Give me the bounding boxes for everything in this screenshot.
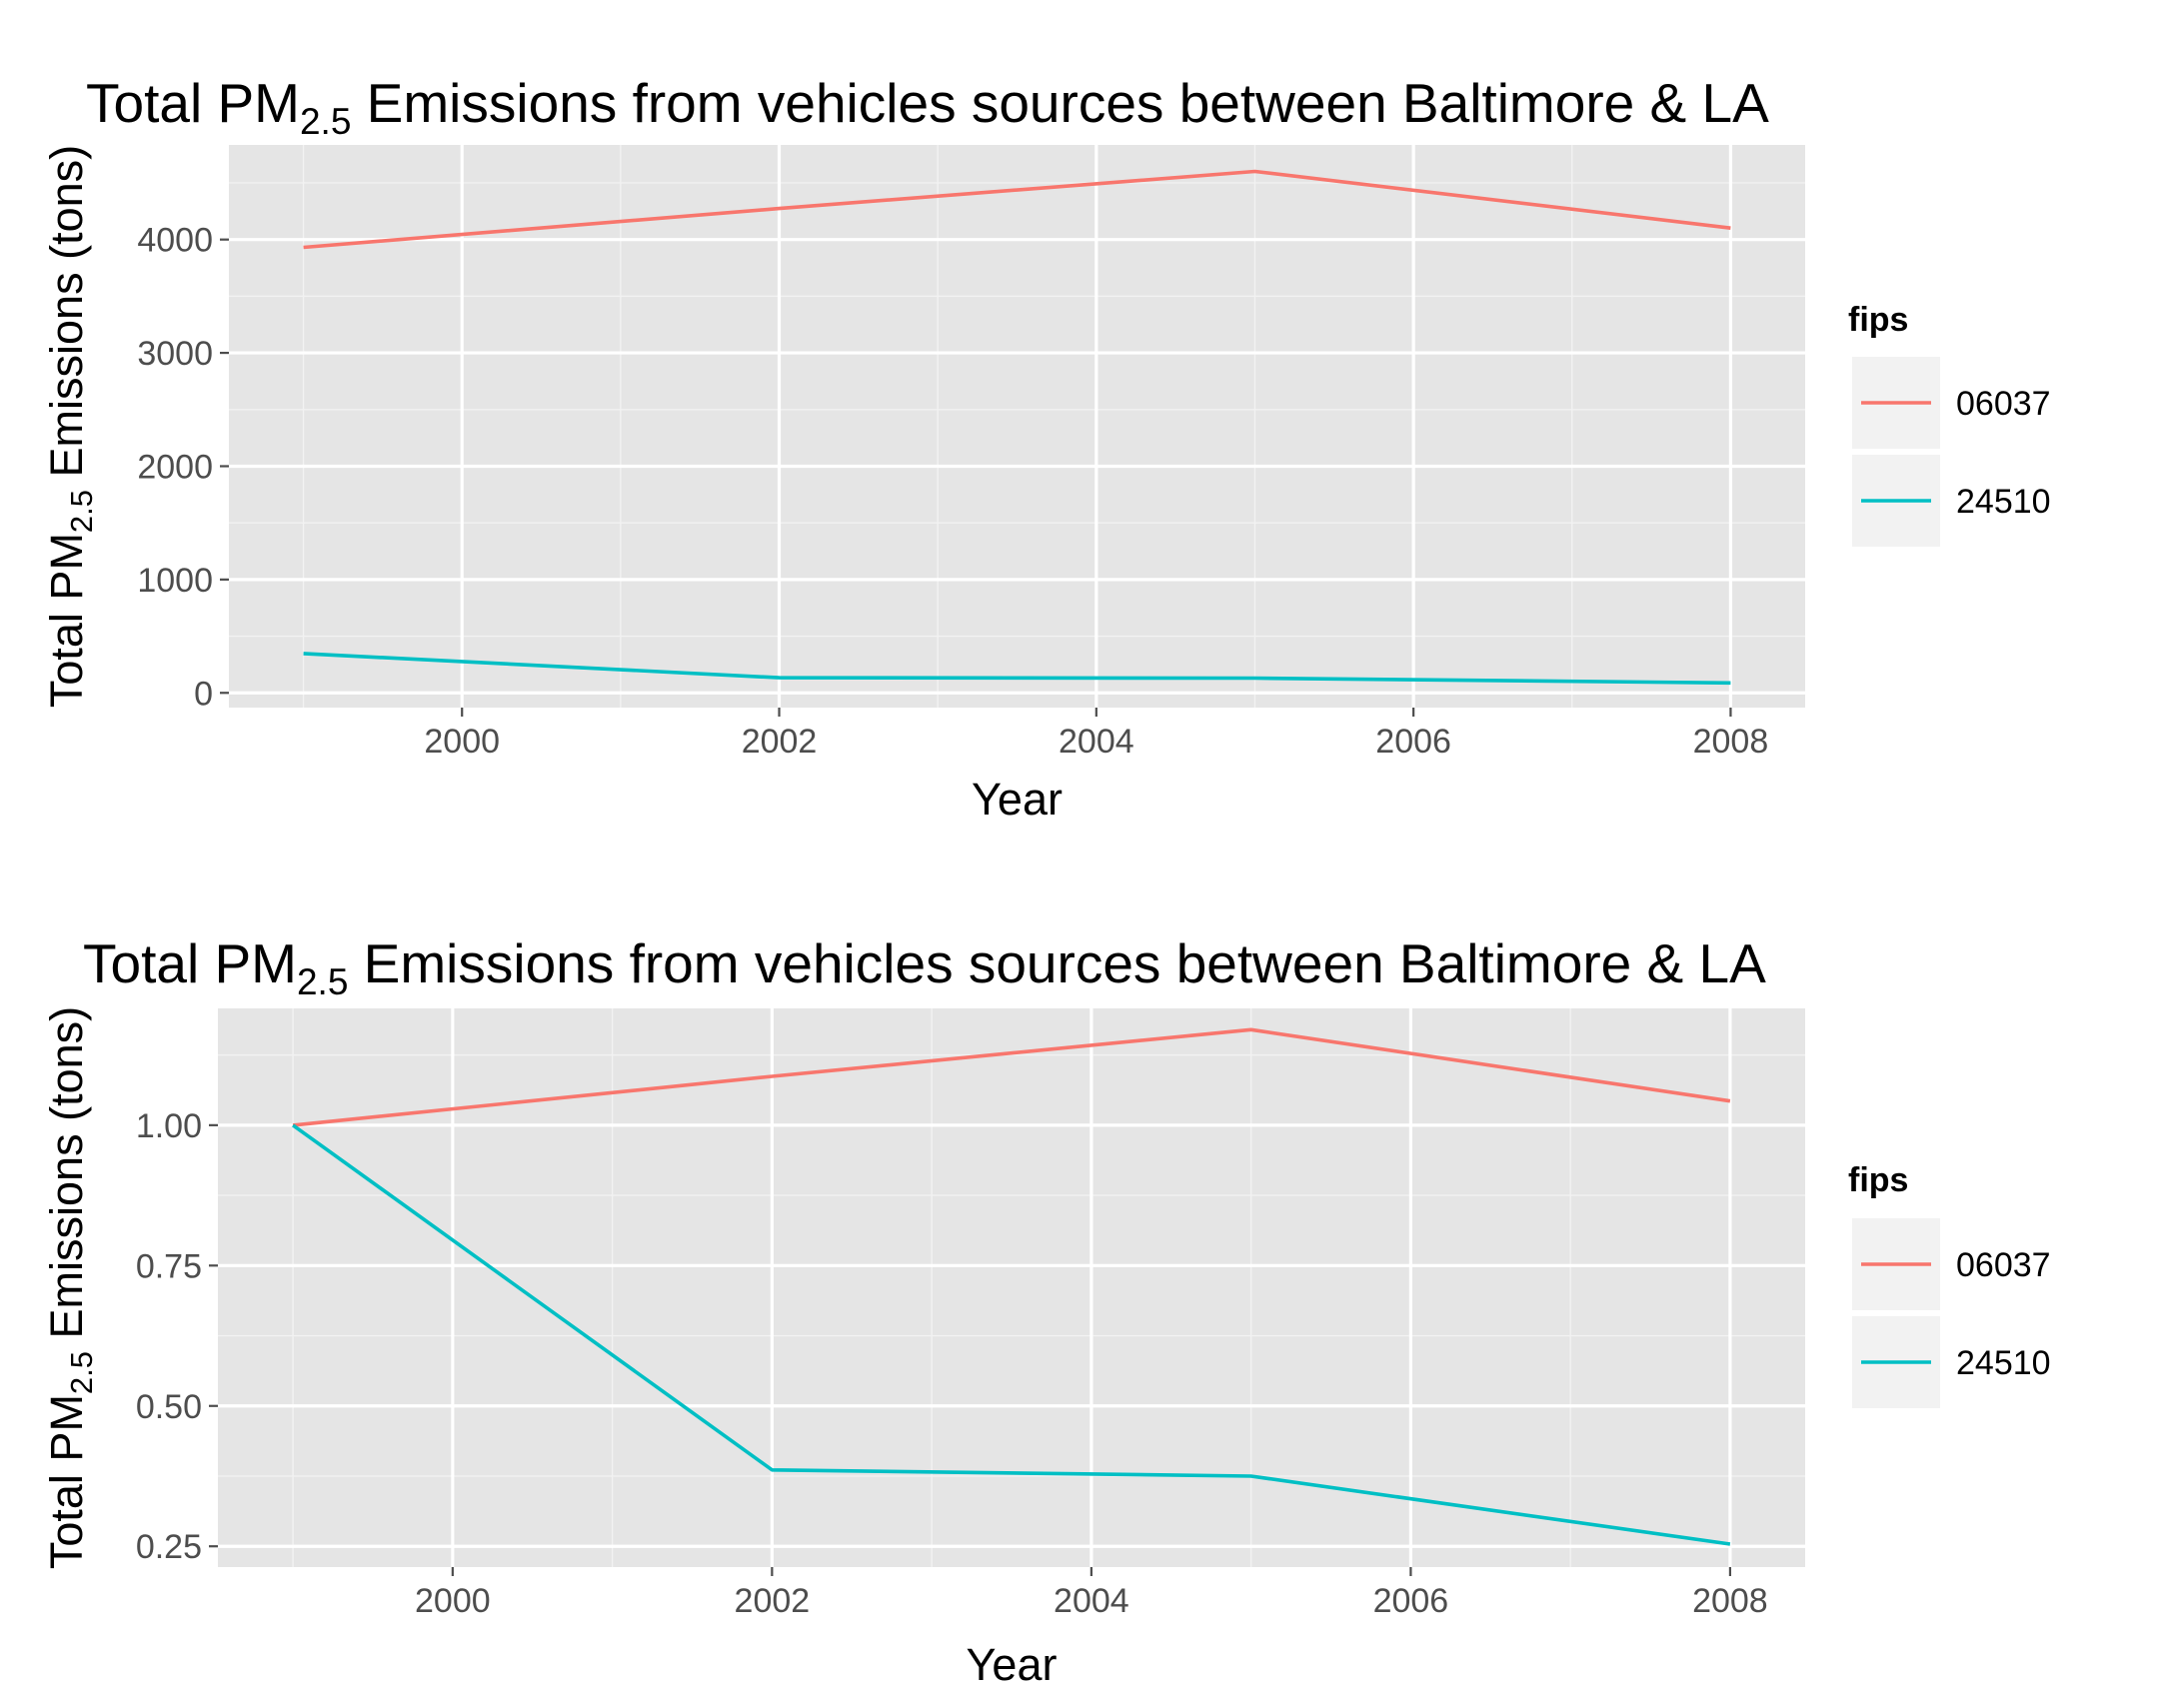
y-axis-title-main: Total PM xyxy=(41,1394,92,1569)
y-tick-label: 1000 xyxy=(137,562,213,600)
chart-panel-2: 2000 2002 2004 2006 2008 0.25 0.50 0.75 1.00 Tota… xyxy=(41,932,2051,1690)
chart-title-main: Total PM xyxy=(86,72,300,134)
series-line-06037 xyxy=(303,169,1731,250)
legend-title: fips xyxy=(1848,1161,1908,1199)
x-tick-label: 2004 xyxy=(1054,1582,1129,1620)
series-line-24510 xyxy=(292,1123,1731,1546)
legend-label-24510: 24510 xyxy=(1956,1344,2051,1382)
y-tick-label: 0 xyxy=(194,675,213,713)
chart-title: Total PM2.5 Emissions from vehicles sour… xyxy=(83,932,1766,1002)
y-axis-title-rest: Emissions (tons) xyxy=(41,1006,92,1351)
chart-panel-1: 2000 2002 2004 2006 2008 0 1000 2000 3000 4000 Tot… xyxy=(41,72,2051,825)
legend: fips 06037 24510 xyxy=(1848,301,2051,547)
chart-title-subscript: 2.5 xyxy=(297,961,348,1002)
y-tick-label: 0.75 xyxy=(136,1247,202,1285)
series-line-24510 xyxy=(303,652,1731,686)
y-tick-label: 3000 xyxy=(137,335,213,373)
x-tick-label: 2000 xyxy=(424,723,500,761)
legend-title: fips xyxy=(1848,301,1908,339)
legend: fips 06037 24510 xyxy=(1848,1161,2051,1408)
chart-title-rest: Emissions from vehicles sources between … xyxy=(351,72,1769,134)
chart-title: Total PM2.5 Emissions from vehicles sour… xyxy=(86,72,1769,142)
x-axis-title: Year xyxy=(972,774,1063,825)
y-axis-title: Total PM2.5 Emissions (tons) xyxy=(41,1006,99,1569)
y-tick-label: 4000 xyxy=(137,222,213,260)
x-tick-label: 2000 xyxy=(415,1582,491,1620)
x-tick-label: 2006 xyxy=(1373,1582,1449,1620)
plot-background xyxy=(218,1008,1805,1567)
x-tick-label: 2002 xyxy=(742,723,818,761)
y-axis-title-main: Total PM xyxy=(41,533,92,708)
y-tick-label: 2000 xyxy=(137,448,213,486)
y-tick-label: 0.25 xyxy=(136,1528,202,1566)
x-tick-label: 2004 xyxy=(1059,723,1134,761)
chart-title-main: Total PM xyxy=(83,932,297,994)
y-tick-label: 1.00 xyxy=(136,1107,202,1145)
x-tick-label: 2008 xyxy=(1692,1582,1768,1620)
series-line-06037 xyxy=(292,1027,1731,1127)
y-axis-title-subscript: 2.5 xyxy=(64,490,99,533)
legend-label-06037: 06037 xyxy=(1956,385,2051,423)
x-tick-label: 2008 xyxy=(1693,723,1769,761)
chart-title-subscript: 2.5 xyxy=(300,101,351,142)
plot-background xyxy=(229,145,1805,708)
legend-label-06037: 06037 xyxy=(1956,1246,2051,1284)
y-tick-label: 0.50 xyxy=(136,1388,202,1426)
legend-label-24510: 24510 xyxy=(1956,483,2051,521)
x-tick-label: 2006 xyxy=(1375,723,1451,761)
y-axis-title-subscript: 2.5 xyxy=(64,1351,99,1394)
y-axis-title-rest: Emissions (tons) xyxy=(41,145,92,490)
x-tick-label: 2002 xyxy=(735,1582,811,1620)
x-axis-title: Year xyxy=(967,1639,1058,1690)
chart-title-rest: Emissions from vehicles sources between … xyxy=(348,932,1766,994)
y-axis-title: Total PM2.5 Emissions (tons) xyxy=(41,145,99,708)
